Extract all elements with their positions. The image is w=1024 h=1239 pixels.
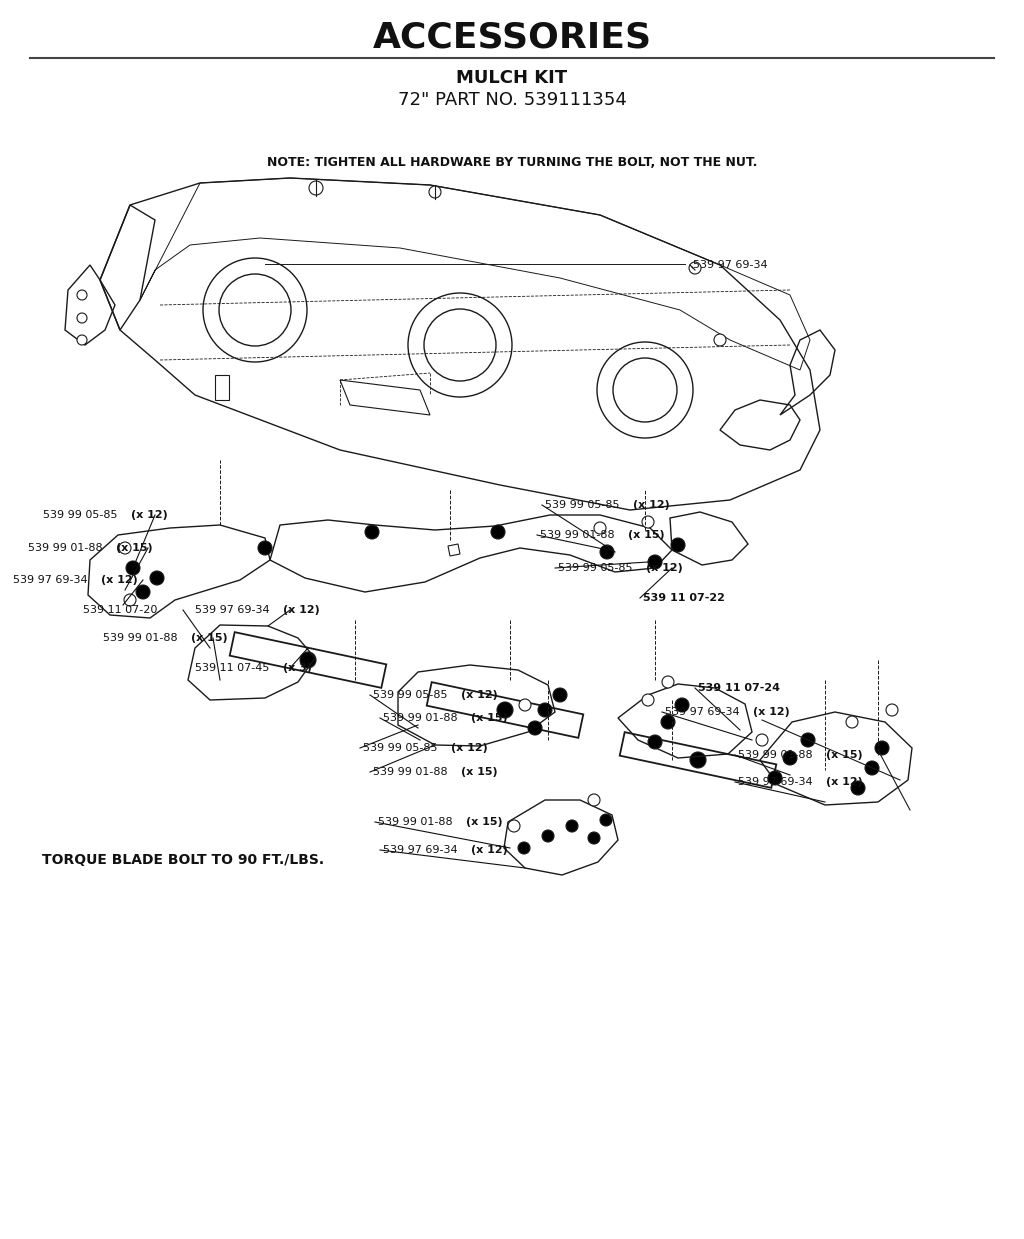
Text: 539 97 69-34: 539 97 69-34 <box>195 605 273 615</box>
Circle shape <box>588 794 600 807</box>
Text: 539 97 69-34: 539 97 69-34 <box>383 845 461 855</box>
Circle shape <box>648 555 662 569</box>
Text: (x 15): (x 15) <box>826 750 862 760</box>
Circle shape <box>594 522 606 534</box>
Circle shape <box>851 781 865 795</box>
Circle shape <box>600 814 612 826</box>
Text: 539 99 05-85: 539 99 05-85 <box>362 743 441 753</box>
Text: MULCH KIT: MULCH KIT <box>457 69 567 87</box>
Text: (x 12): (x 12) <box>633 501 670 510</box>
Text: 539 99 01-88: 539 99 01-88 <box>28 543 106 553</box>
Circle shape <box>528 721 542 735</box>
Text: 539 99 05-85: 539 99 05-85 <box>558 563 636 572</box>
Text: 539 99 01-88: 539 99 01-88 <box>378 817 456 826</box>
Circle shape <box>874 741 889 755</box>
Circle shape <box>300 652 316 668</box>
Text: (x 15): (x 15) <box>461 767 498 777</box>
Text: (x 15): (x 15) <box>191 633 227 643</box>
Circle shape <box>490 525 505 539</box>
Text: (x 15): (x 15) <box>116 543 153 553</box>
Bar <box>215 375 229 400</box>
Text: (x 12): (x 12) <box>826 777 863 787</box>
Text: (x 12): (x 12) <box>753 707 790 717</box>
Circle shape <box>642 515 654 528</box>
Circle shape <box>77 313 87 323</box>
Circle shape <box>519 699 531 711</box>
Circle shape <box>783 751 797 764</box>
Circle shape <box>508 820 520 833</box>
Text: NOTE: TIGHTEN ALL HARDWARE BY TURNING THE BOLT, NOT THE NUT.: NOTE: TIGHTEN ALL HARDWARE BY TURNING TH… <box>267 156 757 169</box>
Circle shape <box>600 545 614 559</box>
Circle shape <box>542 830 554 843</box>
Text: (x 15): (x 15) <box>628 530 665 540</box>
Text: 539 99 05-85: 539 99 05-85 <box>373 690 451 700</box>
Circle shape <box>538 703 552 717</box>
Text: TORQUE BLADE BOLT TO 90 FT./LBS.: TORQUE BLADE BOLT TO 90 FT./LBS. <box>42 852 325 867</box>
Circle shape <box>768 771 782 786</box>
Text: (x 12): (x 12) <box>131 510 168 520</box>
Circle shape <box>671 538 685 553</box>
Text: (x 15): (x 15) <box>471 712 508 724</box>
Text: 539 11 07-20: 539 11 07-20 <box>83 605 158 615</box>
Text: 539 99 05-85: 539 99 05-85 <box>43 510 121 520</box>
Circle shape <box>690 752 706 768</box>
Circle shape <box>566 820 578 833</box>
Circle shape <box>553 688 567 703</box>
Circle shape <box>642 694 654 706</box>
Text: 539 99 01-88: 539 99 01-88 <box>103 633 181 643</box>
Text: 539 11 07-45: 539 11 07-45 <box>195 663 272 673</box>
Text: (x 12): (x 12) <box>283 605 319 615</box>
Circle shape <box>126 561 140 575</box>
Circle shape <box>689 261 701 274</box>
Circle shape <box>309 181 323 195</box>
Circle shape <box>675 698 689 712</box>
Text: (x 12): (x 12) <box>451 743 487 753</box>
Circle shape <box>801 733 815 747</box>
Text: (x 15): (x 15) <box>466 817 503 826</box>
Circle shape <box>124 593 136 606</box>
Circle shape <box>77 335 87 344</box>
Text: 539 99 01-88: 539 99 01-88 <box>373 767 452 777</box>
Circle shape <box>258 541 272 555</box>
Circle shape <box>714 335 726 346</box>
Circle shape <box>497 703 513 717</box>
Text: 539 97 69-34: 539 97 69-34 <box>738 777 816 787</box>
Circle shape <box>588 833 600 844</box>
Circle shape <box>150 571 164 585</box>
Text: 539 99 01-88: 539 99 01-88 <box>738 750 816 760</box>
Circle shape <box>886 704 898 716</box>
Text: 539 11 07-24: 539 11 07-24 <box>698 683 780 693</box>
Circle shape <box>865 761 879 776</box>
Text: 72" PART NO. 539111354: 72" PART NO. 539111354 <box>397 90 627 109</box>
Circle shape <box>77 290 87 300</box>
Circle shape <box>518 843 530 854</box>
Text: 539 97 69-34: 539 97 69-34 <box>693 260 768 270</box>
Circle shape <box>648 735 662 750</box>
Text: 539 99 01-88: 539 99 01-88 <box>383 712 461 724</box>
Circle shape <box>662 676 674 688</box>
Text: (x 12): (x 12) <box>471 845 508 855</box>
Circle shape <box>846 716 858 729</box>
Text: (x 3): (x 3) <box>283 663 312 673</box>
Text: (x 12): (x 12) <box>461 690 498 700</box>
Circle shape <box>756 733 768 746</box>
Text: (x 12): (x 12) <box>646 563 683 572</box>
Circle shape <box>119 541 131 554</box>
Circle shape <box>136 585 150 598</box>
Text: 539 11 07-22: 539 11 07-22 <box>643 593 725 603</box>
Text: 539 97 69-34: 539 97 69-34 <box>13 575 91 585</box>
Text: 539 97 69-34: 539 97 69-34 <box>665 707 743 717</box>
Text: 539 99 05-85: 539 99 05-85 <box>545 501 623 510</box>
Text: (x 12): (x 12) <box>101 575 138 585</box>
Text: ACCESSORIES: ACCESSORIES <box>373 21 651 55</box>
Circle shape <box>662 715 675 729</box>
Circle shape <box>429 186 441 198</box>
Circle shape <box>365 525 379 539</box>
Text: 539 99 01-88: 539 99 01-88 <box>540 530 618 540</box>
